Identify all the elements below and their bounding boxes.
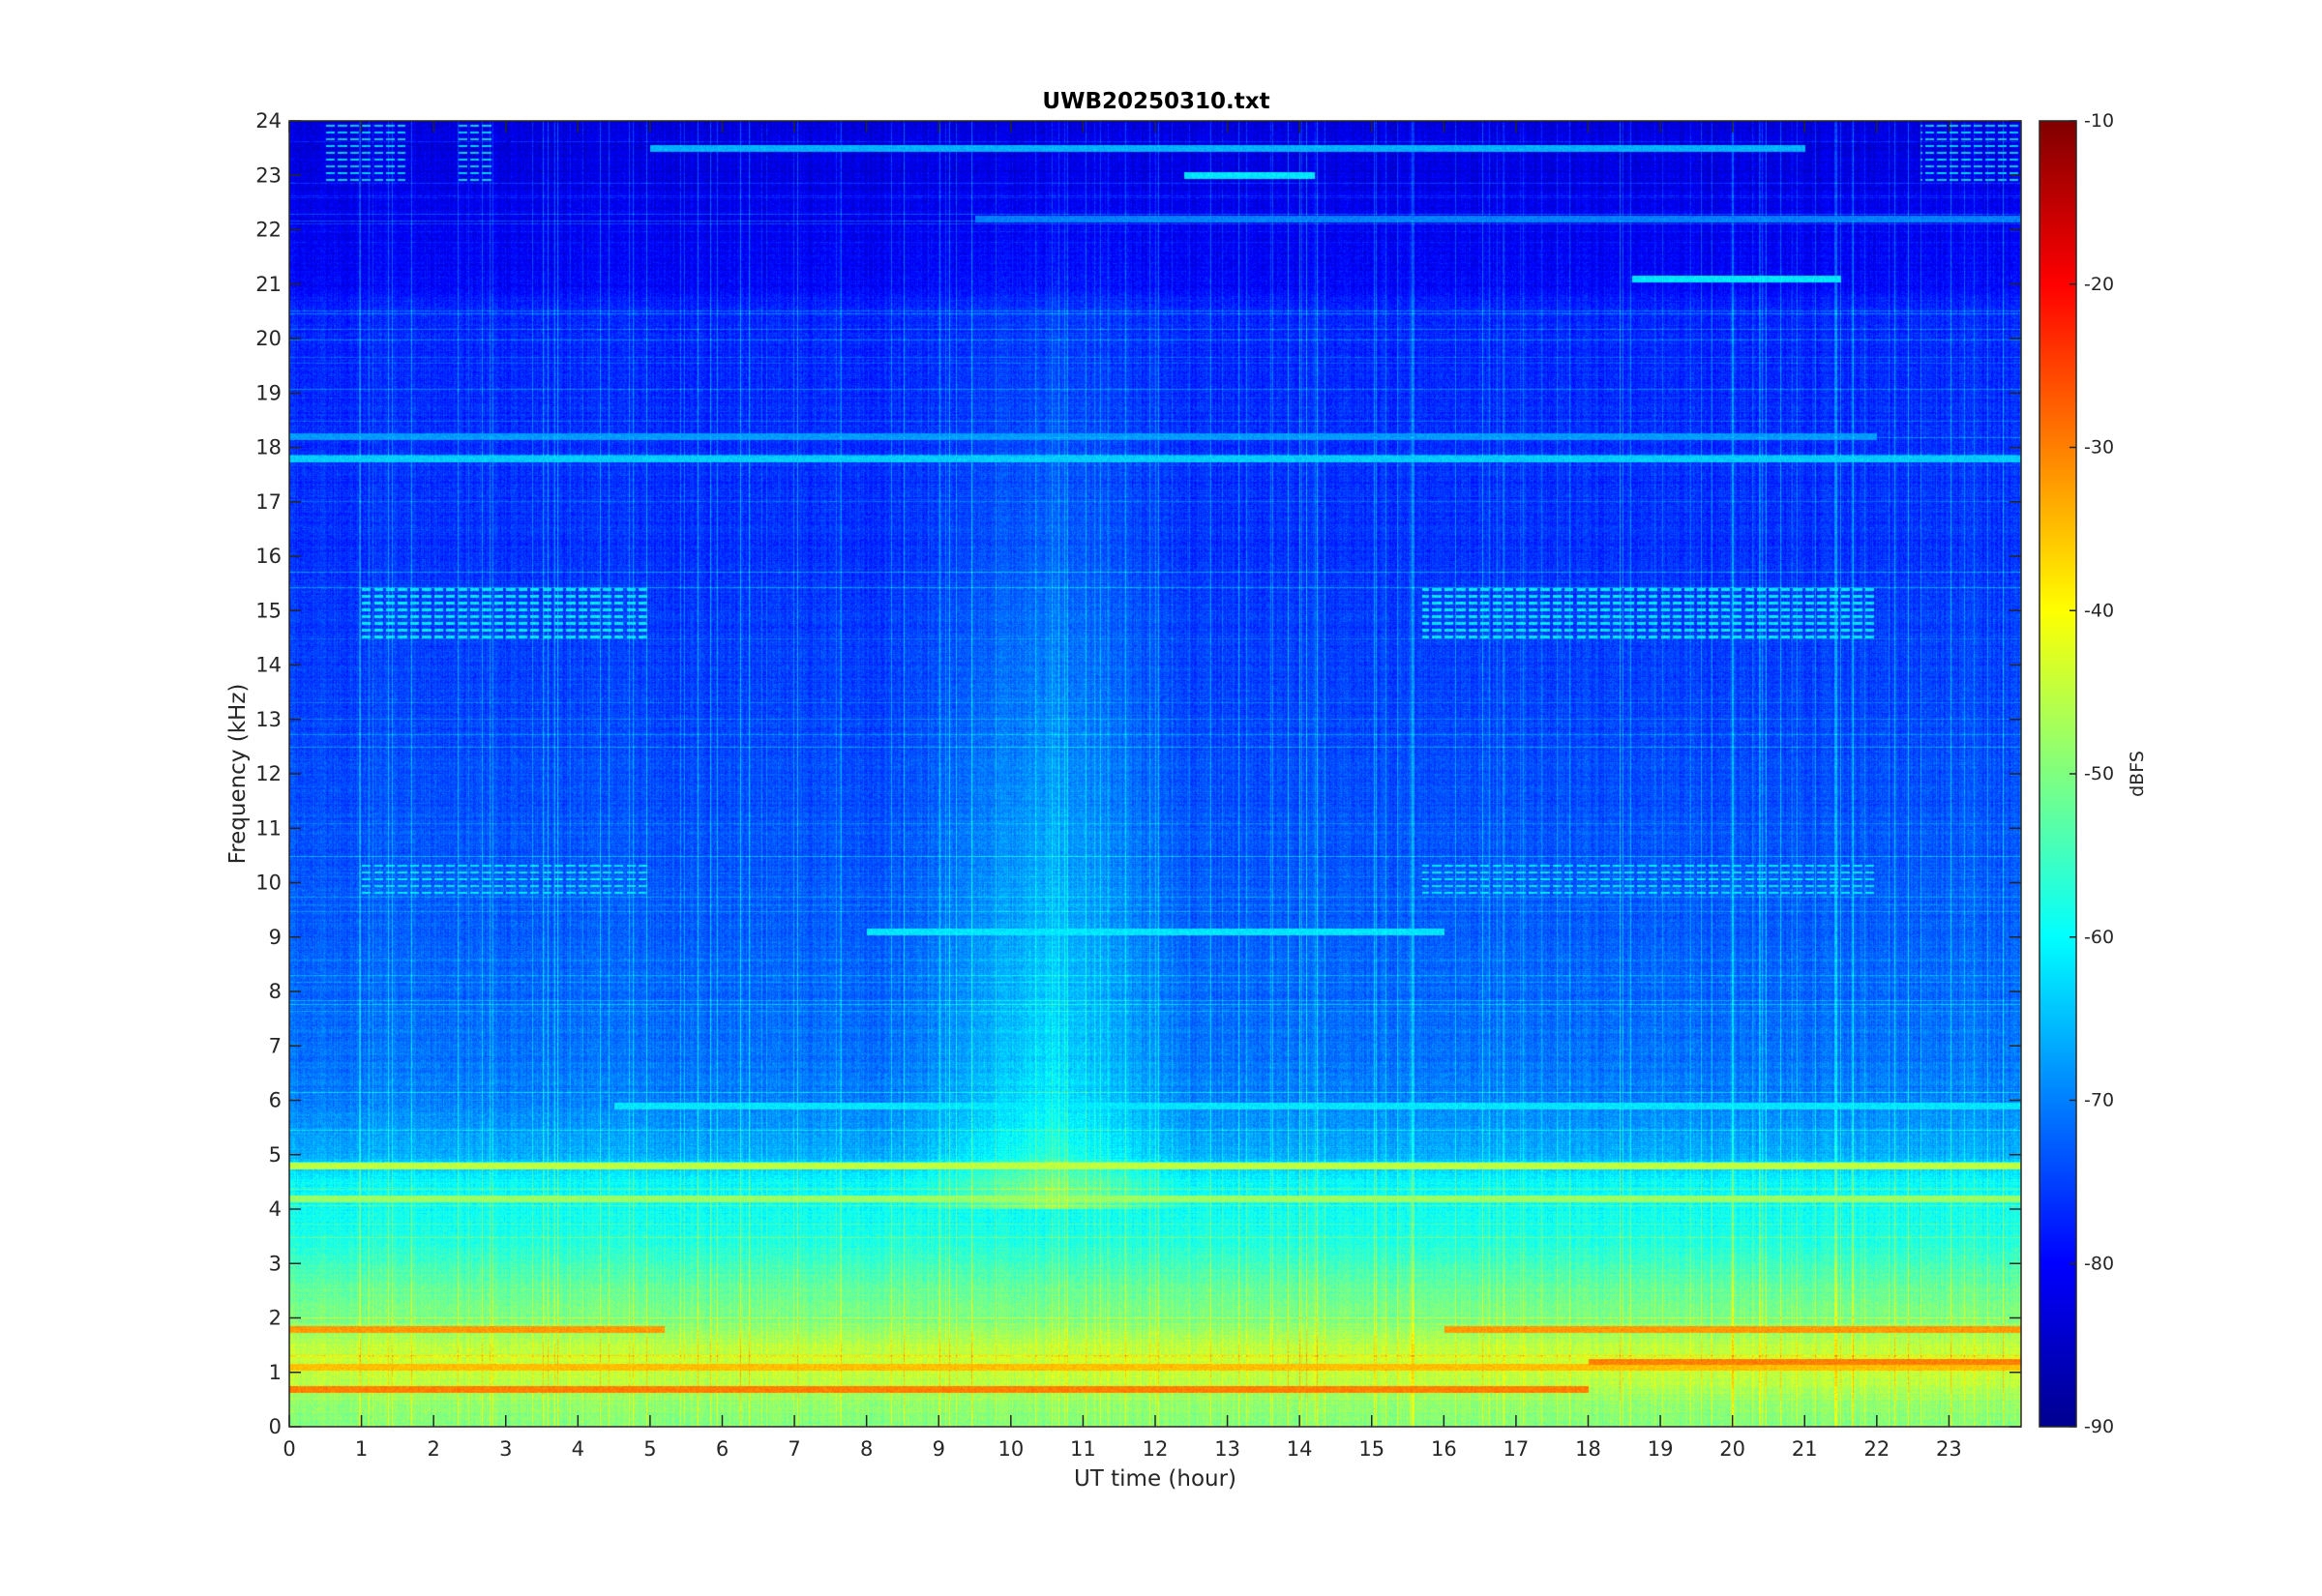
x-tick-label: 20 [1719,1437,1745,1461]
x-tick-label: 9 [933,1437,945,1461]
y-tick-label: 19 [255,381,282,404]
x-tick-label: 6 [716,1437,729,1461]
colorbar-tick-label: -80 [2084,1253,2114,1274]
x-tick-label: 21 [1792,1437,1818,1461]
y-tick-label: 24 [255,109,282,133]
y-tick-label: 10 [255,872,282,895]
colorbar-ticks: -90 -80 -70 -60 -50 -40 -30 -20 -10 [2069,110,2114,1437]
x-tick-label: 11 [1070,1437,1096,1461]
colorbar-label: dBFS [2127,751,2148,797]
spectrogram-heatmap [289,121,2021,1427]
x-tick-label: 16 [1431,1437,1457,1461]
y-tick-label: 18 [255,436,282,459]
x-tick-label: 17 [1503,1437,1530,1461]
colorbar-tick-label: -10 [2084,110,2114,132]
x-tick-label: 7 [788,1437,800,1461]
y-tick-label: 21 [255,273,282,296]
x-tick-label: 8 [860,1437,873,1461]
colorbar-tick-label: -40 [2084,600,2114,621]
chart-title: UWB20250310.txt [1042,89,1269,114]
x-tick-label: 4 [572,1437,584,1461]
colorbar-tick-label: -60 [2084,927,2114,948]
y-tick-label: 2 [269,1307,282,1330]
x-axis: 0 1 2 3 4 5 6 7 8 9 10 11 12 13 14 15 16 17 18 19 20 21 22 23 [283,121,1962,1461]
y-tick-label: 11 [255,816,282,840]
x-tick-label: 2 [427,1437,439,1461]
y-tick-label: 23 [255,163,282,187]
y-tick-label: 6 [269,1089,282,1112]
colorbar: -90 -80 -70 -60 -50 -40 -30 -20 -10 dBFS [2039,110,2148,1437]
y-tick-label: 4 [269,1197,282,1221]
colorbar-tick-label: -50 [2084,763,2114,784]
x-axis-label: UT time (hour) [1074,1466,1236,1492]
y-tick-label: 1 [269,1361,282,1384]
x-tick-label: 1 [355,1437,368,1461]
y-tick-label: 22 [255,219,282,242]
y-tick-label: 9 [269,926,282,949]
colorbar-tick-label: -70 [2084,1090,2114,1111]
y-tick-label: 14 [255,654,282,677]
y-tick-label: 17 [255,490,282,514]
x-tick-label: 13 [1214,1437,1240,1461]
y-tick-label: 0 [269,1415,282,1438]
colorbar-tick-label: -30 [2084,437,2114,458]
y-tick-label: 3 [269,1252,282,1275]
x-tick-label: 18 [1575,1437,1601,1461]
x-tick-label: 5 [643,1437,656,1461]
y-tick-label: 5 [269,1143,282,1167]
y-tick-label: 7 [269,1034,282,1057]
x-tick-label: 12 [1143,1437,1169,1461]
y-tick-label: 20 [255,327,282,350]
y-tick-label: 8 [269,980,282,1003]
colorbar-tick-label: -20 [2084,274,2114,295]
y-tick-label: 12 [255,762,282,785]
y-axis-label: Frequency (kHz) [225,684,251,865]
x-tick-label: 10 [997,1437,1024,1461]
x-tick-label: 19 [1648,1437,1674,1461]
y-tick-label: 16 [255,545,282,568]
plot-area [288,120,2022,1428]
x-tick-label: 0 [283,1437,295,1461]
x-tick-label: 14 [1287,1437,1313,1461]
x-tick-label: 15 [1358,1437,1384,1461]
x-tick-label: 23 [1936,1437,1962,1461]
colorbar-tick-label: -90 [2084,1416,2114,1437]
y-tick-label: 13 [255,708,282,731]
x-tick-label: 22 [1863,1437,1890,1461]
x-tick-label: 3 [499,1437,512,1461]
y-tick-label: 15 [255,599,282,622]
